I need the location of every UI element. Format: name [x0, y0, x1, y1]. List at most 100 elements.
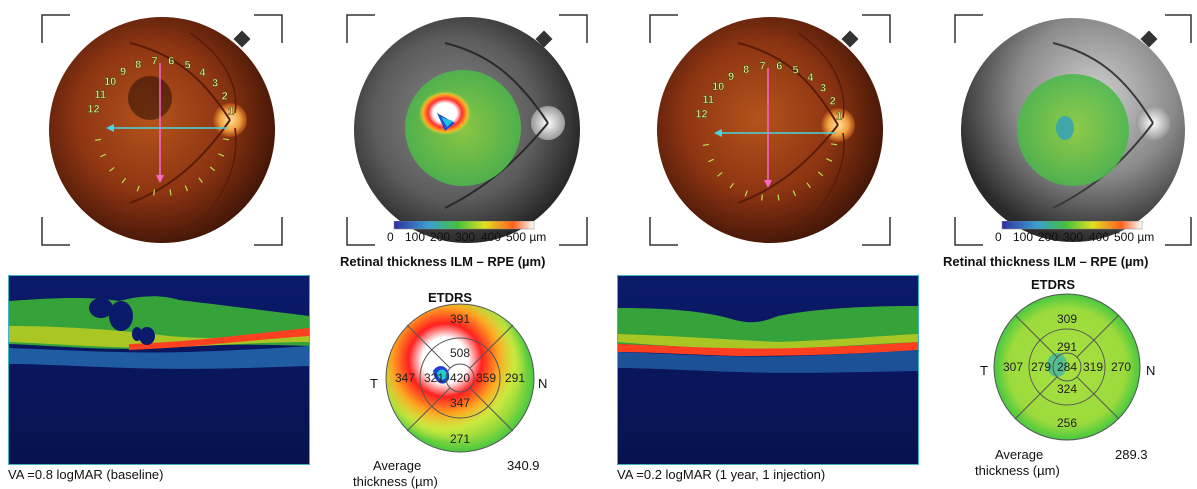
clock-hour-label: 6 — [168, 56, 174, 68]
scale-tick: 400 — [1089, 230, 1110, 244]
clock-hour-label: 11 — [94, 89, 106, 101]
etdrs-inferior-outer: 271 — [450, 432, 470, 446]
etdrs-nasal-outer: 291 — [505, 371, 525, 385]
clock-tick — [136, 185, 140, 192]
etdrs-title-followup: ETDRS — [1030, 277, 1076, 292]
clock-hour-label: 2 — [222, 91, 228, 103]
fundus-photo-followup: 1 2 3 4 5 6 7 8 9 10 11 12 — [648, 13, 892, 247]
clock-tick — [806, 182, 811, 189]
etdrs-nasal-inner: 319 — [1083, 360, 1103, 374]
thickness-map-baseline — [345, 13, 589, 247]
clock-hour-label: 12 — [695, 109, 707, 121]
scale-tick: 100 — [405, 230, 426, 244]
scale-tick: 400 — [481, 230, 502, 244]
clock-tick — [121, 177, 127, 184]
clock-tick — [744, 190, 748, 197]
scale-tick: 300 — [455, 230, 476, 244]
clock-hour-label: 8 — [135, 59, 141, 71]
etdrs-side-n-followup: N — [1146, 363, 1156, 378]
clock-hour-label: 3 — [820, 83, 826, 95]
thickness-scale-followup: 0 100 200 300 400 500 µm — [986, 221, 1186, 251]
average-label-2-baseline: thickness (µm) — [353, 474, 438, 489]
clock-tick — [218, 153, 225, 157]
clock-tick — [708, 158, 715, 163]
etdrs-inferior-inner: 347 — [450, 396, 470, 410]
etdrs-chart-followup: 309 291 307 279 284 319 270 324 256 — [993, 293, 1141, 441]
clock-tick — [94, 138, 102, 141]
clock-tick — [761, 194, 763, 201]
clock-hour-label: 2 — [830, 96, 836, 108]
thickness-caption-followup: Retinal thickness ILM – RPE (µm) — [943, 254, 1149, 269]
scale-tick: 300 — [1063, 230, 1084, 244]
clock-tick — [817, 171, 824, 177]
clock-tick — [184, 185, 189, 192]
clock-tick — [717, 171, 723, 177]
clock-hour-label: 9 — [120, 66, 126, 78]
clock-hour-label: 6 — [776, 61, 782, 73]
clock-hour-label: 12 — [87, 104, 99, 116]
clock-tick — [198, 177, 203, 184]
clock-hour-label: 1 — [836, 110, 842, 122]
clock-tick — [100, 153, 107, 158]
etdrs-temporal-inner: 279 — [1031, 360, 1051, 374]
oct-scan-baseline — [8, 275, 310, 465]
etdrs-side-t-baseline: T — [370, 376, 378, 391]
clock-tick — [777, 194, 780, 201]
etdrs-superior-inner: 291 — [1057, 340, 1077, 354]
clock-hour-label: 10 — [712, 81, 724, 93]
thickness-caption-baseline: Retinal thickness ILM – RPE (µm) — [340, 254, 546, 269]
etdrs-temporal-inner: 321 — [424, 371, 444, 385]
average-value-baseline: 340.9 — [507, 458, 540, 473]
clock-hour-label: 8 — [743, 64, 749, 76]
scale-tick: 0 — [387, 230, 394, 244]
average-label-baseline: Average — [373, 458, 422, 473]
clock-hour-label: 11 — [702, 94, 714, 106]
clock-tick — [702, 143, 710, 146]
clock-tick — [830, 143, 838, 146]
etdrs-inferior-inner: 324 — [1057, 382, 1077, 396]
etdrs-superior-inner: 508 — [450, 346, 470, 360]
clock-hour-label: 7 — [151, 55, 157, 67]
scale-tick: 0 — [995, 230, 1002, 244]
va-caption-baseline: VA =0.8 logMAR (baseline) — [8, 467, 164, 482]
clock-tick — [153, 189, 155, 196]
clock-hour-label: 7 — [759, 60, 765, 72]
clock-tick — [729, 182, 735, 189]
etdrs-side-n-baseline: N — [538, 376, 548, 391]
etdrs-side-t-followup: T — [980, 363, 988, 378]
thickness-map-followup — [953, 13, 1197, 247]
clock-hour-label: 9 — [728, 71, 734, 83]
etdrs-center: 420 — [450, 371, 470, 385]
etdrs-temporal-outer: 347 — [395, 371, 415, 385]
va-caption-followup: VA =0.2 logMAR (1 year, 1 injection) — [617, 467, 826, 482]
etdrs-inferior-outer: 256 — [1057, 416, 1077, 430]
clock-hour-label: 1 — [228, 105, 234, 117]
clock-hour-label: 5 — [793, 65, 799, 77]
clock-hour-label: 4 — [199, 67, 206, 79]
oct-scan-followup — [617, 275, 919, 465]
clock-tick — [209, 166, 216, 172]
clock-hour-label: 5 — [185, 60, 191, 72]
average-label-followup: Average — [995, 447, 1044, 462]
thickness-scale-baseline: 0 100 200 300 400 500 µm — [378, 221, 548, 251]
clock-tick — [109, 166, 115, 172]
scale-tick: 500 µm — [506, 230, 547, 244]
clock-hour-label: 4 — [807, 72, 814, 84]
clock-tick — [826, 158, 833, 162]
etdrs-center: 284 — [1057, 360, 1077, 374]
average-label-2-followup: thickness (µm) — [975, 463, 1060, 478]
scale-tick: 200 — [1038, 230, 1059, 244]
clock-hour-label: 10 — [104, 76, 116, 88]
etdrs-title-baseline: ETDRS — [427, 290, 473, 305]
clock-tick — [792, 190, 797, 197]
etdrs-nasal-outer: 270 — [1111, 360, 1131, 374]
scale-tick: 100 — [1013, 230, 1034, 244]
etdrs-temporal-outer: 307 — [1003, 360, 1023, 374]
clock-tick — [169, 189, 172, 196]
etdrs-chart-baseline: 391 508 347 321 420 359 291 347 271 — [385, 303, 535, 453]
fundus-photo-baseline: 1 2 3 4 5 6 7 8 9 10 11 12 — [40, 13, 284, 247]
etdrs-nasal-inner: 359 — [476, 371, 496, 385]
etdrs-superior-outer: 391 — [450, 312, 470, 326]
average-value-followup: 289.3 — [1115, 447, 1148, 462]
etdrs-superior-outer: 309 — [1057, 312, 1077, 326]
